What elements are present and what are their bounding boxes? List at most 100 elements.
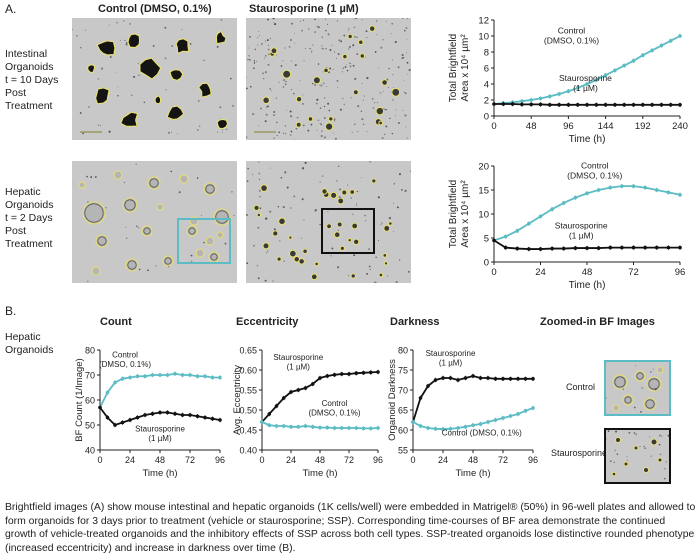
data-point — [128, 418, 132, 422]
series-annotation: Staurosporine — [559, 73, 612, 83]
debris — [364, 214, 366, 217]
debris — [391, 59, 394, 61]
y-tick-label: 40 — [85, 446, 95, 456]
data-point — [622, 63, 626, 68]
debris — [278, 131, 280, 134]
data-point — [310, 382, 315, 386]
debris — [203, 241, 205, 244]
organoid-wall — [164, 257, 172, 265]
debris — [404, 114, 407, 117]
organoid — [323, 67, 329, 74]
debris — [275, 97, 277, 99]
debris — [143, 101, 146, 104]
data-point — [666, 245, 671, 250]
data-point — [188, 413, 192, 417]
data-point — [339, 372, 344, 376]
debris — [381, 137, 384, 140]
data-point — [347, 372, 351, 376]
debris — [285, 133, 287, 135]
debris — [80, 47, 82, 49]
organoid — [307, 116, 314, 122]
organoid — [336, 221, 343, 228]
chart-darkness: 55 60 65 70 75 80 0 24 48 72 96 Time (h) Organoid Da… — [387, 346, 538, 480]
data-point — [218, 375, 222, 380]
row-label-line: Organoids — [5, 344, 54, 356]
data-point — [585, 103, 589, 107]
data-point — [165, 373, 170, 377]
data-point — [531, 406, 535, 410]
data-point — [515, 246, 520, 251]
zoom-label-staurosporine: Staurosporine — [551, 448, 608, 458]
debris — [273, 137, 275, 139]
debris — [199, 125, 201, 127]
debris — [100, 67, 104, 70]
organoid — [127, 33, 141, 49]
organoid-wall — [97, 236, 107, 246]
data-point — [492, 238, 496, 243]
debris — [407, 270, 410, 273]
data-point — [613, 68, 617, 73]
x-tick-label: 72 — [185, 455, 195, 465]
debris — [405, 126, 407, 128]
debris — [377, 67, 379, 69]
organoid — [388, 221, 393, 226]
debris — [607, 430, 610, 432]
organoid — [156, 203, 164, 211]
debris — [392, 74, 394, 76]
debris — [356, 53, 359, 56]
debris — [401, 54, 404, 57]
y-tick-label: 0.50 — [239, 406, 257, 416]
data-point — [493, 377, 498, 381]
debris — [256, 60, 258, 62]
debris — [353, 26, 356, 29]
row-label-line: Hepatic — [5, 186, 41, 198]
debris — [354, 77, 357, 80]
organoid — [378, 272, 384, 278]
organoid — [383, 224, 391, 232]
data-point — [575, 103, 580, 107]
debris — [654, 388, 657, 391]
debris — [339, 188, 341, 191]
debris — [353, 254, 356, 257]
data-point — [296, 425, 301, 429]
organoid — [154, 95, 162, 105]
organoid — [611, 471, 617, 477]
debris — [321, 175, 324, 177]
debris — [616, 453, 619, 455]
debris — [355, 18, 357, 20]
x-tick-label: 48 — [526, 121, 537, 132]
debris — [361, 82, 363, 84]
debris — [109, 56, 112, 58]
data-point — [456, 426, 460, 430]
data-point — [659, 43, 664, 48]
debris — [90, 176, 93, 179]
organoid — [643, 467, 649, 473]
debris — [369, 161, 371, 163]
organoid — [378, 120, 384, 126]
data-point — [135, 374, 140, 379]
debris — [393, 86, 394, 88]
debris — [643, 445, 645, 448]
debris — [290, 130, 293, 133]
debris — [246, 213, 248, 216]
debris — [361, 177, 362, 179]
debris — [201, 214, 203, 216]
debris — [203, 59, 205, 62]
data-point — [188, 373, 192, 377]
data-point — [143, 374, 147, 379]
panel-a-label: A. — [5, 2, 17, 16]
organoid — [253, 204, 260, 211]
y-tick-label: 70 — [85, 371, 95, 381]
debris — [369, 269, 371, 271]
debris — [293, 195, 296, 198]
data-point — [596, 246, 601, 250]
zoomed-image-control — [604, 360, 671, 416]
zoom-label-control: Control — [566, 382, 596, 392]
debris — [357, 105, 360, 108]
debris — [138, 268, 141, 271]
debris — [659, 453, 662, 456]
debris — [319, 181, 321, 183]
debris — [331, 247, 334, 250]
data-point — [361, 426, 366, 431]
x-axis-label: Time (h) — [302, 468, 337, 479]
